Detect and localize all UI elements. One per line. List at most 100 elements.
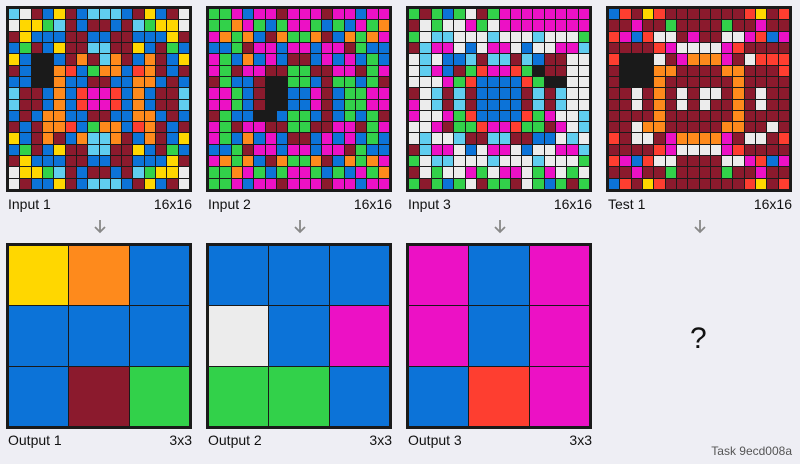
grid-cell: [442, 65, 454, 76]
grid-cell: [299, 122, 310, 133]
grid-cell: [144, 110, 156, 122]
grid-cell: [688, 54, 699, 65]
grid-cell: [733, 167, 744, 178]
grid-cell: [265, 31, 276, 42]
grid-cell: [556, 42, 567, 54]
grid-cell: [476, 178, 488, 189]
grid-cell: [88, 133, 99, 144]
input-dims-2: 16x16: [353, 196, 392, 212]
grid-cell: [144, 144, 156, 156]
grid-cell: [420, 133, 431, 144]
grid-cell: [99, 133, 110, 144]
grid-cell: [476, 42, 488, 54]
grid-cell: [710, 31, 722, 42]
grid-cell: [310, 99, 322, 110]
grid-cell: [242, 88, 254, 99]
output-dims-1: 3x3: [169, 432, 192, 448]
grid-cell: [688, 42, 699, 54]
grid-cell: [209, 156, 220, 167]
grid-cell: [265, 9, 276, 20]
grid-cell: [654, 110, 665, 122]
grid-cell: [76, 122, 88, 133]
grid-cell: [54, 178, 65, 189]
grid-cell: [20, 122, 31, 133]
grid-cell: [756, 9, 767, 20]
grid-cell: [31, 178, 42, 189]
grid-cell: [778, 133, 789, 144]
grid-cell: [122, 99, 133, 110]
grid-cell: [9, 20, 20, 31]
grid-cell: [778, 54, 789, 65]
grid-cell: [488, 31, 499, 42]
grid-cell: [778, 65, 789, 76]
grid-cell: [367, 178, 378, 189]
grid-cell: [344, 167, 356, 178]
grid-cell: [609, 99, 620, 110]
grid-cell: [20, 178, 31, 189]
grid-cell: [356, 156, 367, 167]
grid-cell: [642, 9, 654, 20]
grid-cell: [231, 156, 242, 167]
grid-cell: [609, 178, 620, 189]
grid-cell: [676, 110, 688, 122]
grid-cell: [510, 156, 522, 167]
grid-cell: [499, 76, 510, 88]
grid-cell: [88, 20, 99, 31]
grid-cell: [578, 76, 589, 88]
grid-cell: [333, 156, 344, 167]
grid-cell: [76, 76, 88, 88]
grid-cell: [722, 99, 733, 110]
grid-cell: [778, 156, 789, 167]
grid-cell: [254, 156, 265, 167]
grid-cell: [431, 54, 442, 65]
grid-cell: [620, 110, 631, 122]
grid-cell: [299, 133, 310, 144]
grid-cell: [442, 88, 454, 99]
grid-cell: [722, 122, 733, 133]
grid-cell: [465, 99, 476, 110]
grid-cell: [654, 76, 665, 88]
grid-cell: [88, 88, 99, 99]
grid-cell: [344, 156, 356, 167]
grid-cell: [409, 122, 420, 133]
grid-cell: [642, 42, 654, 54]
grid-cell: [522, 122, 533, 133]
grid-cell: [767, 54, 778, 65]
grid-cell: [310, 110, 322, 122]
grid-cell: [378, 42, 389, 54]
grid-cell: [642, 144, 654, 156]
grid-cell: [122, 9, 133, 20]
grid-cell: [476, 65, 488, 76]
grid-cell: [676, 99, 688, 110]
grid-cell: [242, 9, 254, 20]
grid-cell: [465, 54, 476, 65]
grid-cell: [533, 144, 544, 156]
grid-cell: [431, 144, 442, 156]
grid-cell: [209, 42, 220, 54]
grid-cell: [631, 54, 642, 65]
grid-cell: [344, 133, 356, 144]
grid-cell: [254, 167, 265, 178]
grid-cell: [699, 20, 710, 31]
grid-cell: [778, 42, 789, 54]
grid-cell: [722, 76, 733, 88]
grid-cell: [578, 31, 589, 42]
grid-cell: [465, 178, 476, 189]
grid-cell: [333, 9, 344, 20]
grid-cell: [733, 88, 744, 99]
grid-cell: [99, 88, 110, 99]
grid-cell: [578, 122, 589, 133]
grid-cell: [665, 178, 676, 189]
grid-cell: [567, 20, 578, 31]
grid-cell: [544, 122, 556, 133]
grid-cell: [676, 76, 688, 88]
grid-cell: [54, 9, 65, 20]
grid-cell: [476, 122, 488, 133]
grid-cell: [356, 133, 367, 144]
grid-cell: [265, 167, 276, 178]
grid-cell: [231, 42, 242, 54]
grid-cell: [578, 156, 589, 167]
grid-cell: [122, 122, 133, 133]
grid-cell: [544, 156, 556, 167]
grid-cell: [465, 156, 476, 167]
